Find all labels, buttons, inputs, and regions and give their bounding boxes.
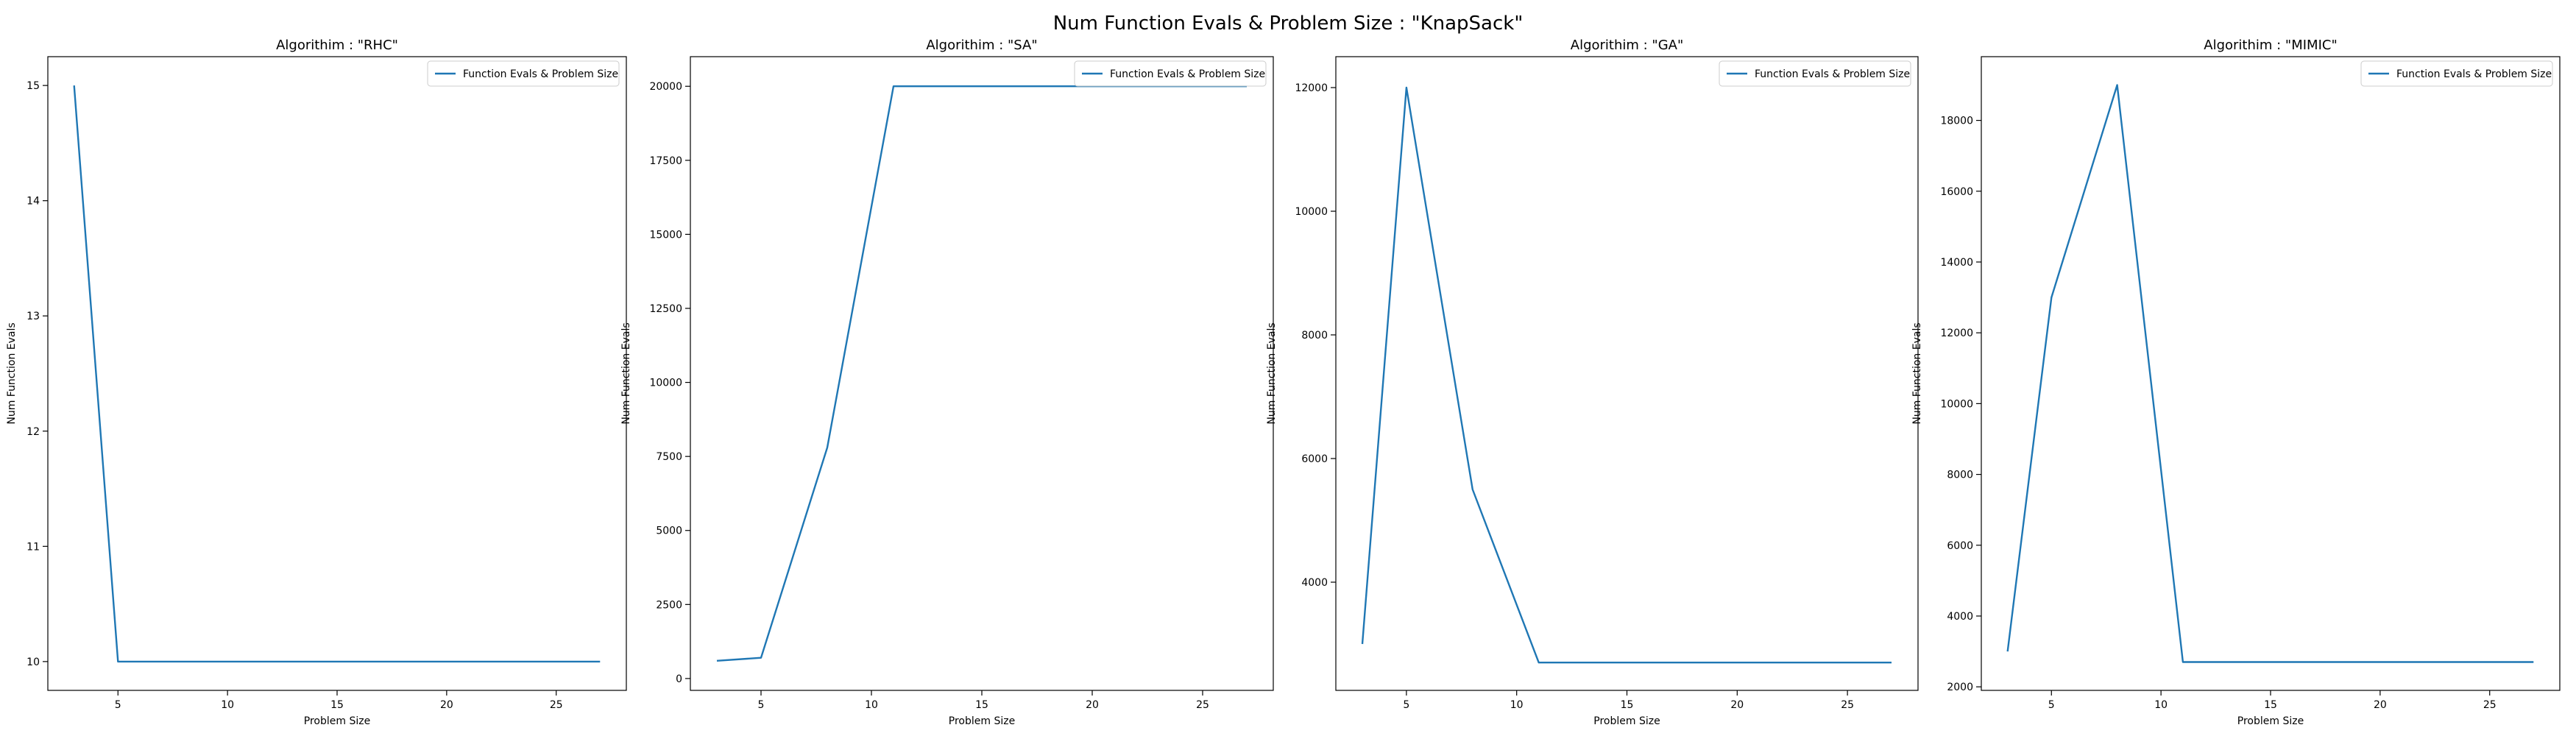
- x-axis-label: Problem Size: [1593, 715, 1660, 727]
- y-tick-label: 6000: [1301, 453, 1328, 465]
- y-tick-label: 8000: [1301, 330, 1328, 342]
- subplot-title: Algorithim : "MIMIC": [2204, 38, 2337, 53]
- y-tick-label: 12: [26, 426, 40, 438]
- y-tick-label: 7500: [656, 451, 682, 463]
- y-tick-label: 17500: [649, 155, 682, 167]
- y-axis-label: Num Function Evals: [1266, 322, 1278, 424]
- x-tick-label: 5: [2048, 699, 2055, 711]
- y-tick-label: 15000: [649, 229, 682, 241]
- series-line: [2006, 84, 2534, 663]
- y-tick-label: 12000: [1295, 82, 1328, 94]
- legend-label: Function Evals & Problem Size: [2396, 68, 2552, 80]
- y-tick-label: 11: [26, 541, 40, 553]
- x-tick-label: 20: [1730, 699, 1744, 711]
- plot-frame: [690, 56, 1274, 691]
- y-tick-label: 10000: [1940, 398, 1973, 410]
- y-tick-label: 8000: [1947, 470, 1973, 481]
- subplot-2: Algorithim : "SA" 5 10 15 20 25 0 2500 5000 7500 1…: [620, 38, 1274, 727]
- y-tick-label: 10000: [649, 378, 682, 389]
- subplot-grid: Algorithim : "RHC" 5 10 15 20 25 10 11 12 13 14 15 P…: [6, 38, 2561, 727]
- y-tick-label: 2000: [1947, 682, 1973, 693]
- series-line: [716, 85, 1247, 662]
- x-tick-label: 10: [221, 699, 234, 711]
- x-tick-label: 5: [1403, 699, 1409, 711]
- y-tick-label: 18000: [1940, 116, 1973, 127]
- y-tick-label: 12500: [649, 303, 682, 315]
- series-line: [1361, 86, 1892, 664]
- x-tick-label: 5: [758, 699, 765, 711]
- x-tick-label: 10: [2154, 699, 2168, 711]
- legend-label: Function Evals & Problem Size: [463, 68, 618, 80]
- subplot-title: Algorithim : "SA": [926, 38, 1037, 53]
- x-tick-label: 25: [550, 699, 563, 711]
- x-axis-label: Problem Size: [949, 715, 1015, 727]
- x-tick-label: 20: [2374, 699, 2387, 711]
- y-tick-label: 2500: [656, 599, 682, 611]
- figure-title: Num Function Evals & Problem Size : "Kna…: [1053, 13, 1524, 35]
- x-tick-label: 20: [440, 699, 453, 711]
- y-tick-label: 16000: [1940, 186, 1973, 198]
- y-tick-label: 5000: [656, 526, 682, 537]
- x-tick-label: 25: [1841, 699, 1854, 711]
- plot-frame: [47, 56, 627, 691]
- y-tick-label: 10: [26, 657, 40, 668]
- y-tick-label: 4000: [1947, 611, 1973, 623]
- legend-label: Function Evals & Problem Size: [1110, 68, 1265, 80]
- x-tick-label: 20: [1086, 699, 1099, 711]
- x-axis-label: Problem Size: [304, 715, 370, 727]
- x-axis-label: Problem Size: [2237, 715, 2304, 727]
- y-tick-label: 6000: [1947, 540, 1973, 552]
- y-tick-label: 12000: [1940, 328, 1973, 339]
- legend-box: [427, 60, 620, 87]
- x-tick-label: 15: [330, 699, 344, 711]
- legend-box: [2360, 60, 2553, 87]
- x-tick-label: 25: [1196, 699, 1209, 711]
- y-tick-label: 20000: [649, 81, 682, 93]
- y-tick-label: 4000: [1301, 577, 1328, 589]
- x-tick-label: 15: [975, 699, 988, 711]
- legend-box: [1074, 60, 1267, 87]
- subplot-4: Algorithim : "MIMIC" 5 10 15 20 25 2000 4000 600…: [1911, 38, 2561, 727]
- subplot-1: Algorithim : "RHC" 5 10 15 20 25 10 11 12 13 14 15 P…: [6, 38, 627, 727]
- legend-box: [1719, 60, 1911, 87]
- subplot-title: Algorithim : "GA": [1571, 38, 1683, 53]
- series-line: [73, 85, 601, 663]
- x-tick-label: 25: [2483, 699, 2497, 711]
- x-tick-label: 15: [1621, 699, 1634, 711]
- x-tick-label: 10: [1510, 699, 1524, 711]
- plot-frame: [1335, 56, 1919, 691]
- y-axis-label: Num Function Evals: [1911, 322, 1923, 424]
- y-tick-label: 10000: [1295, 206, 1328, 218]
- y-tick-label: 15: [26, 80, 40, 92]
- x-tick-label: 10: [865, 699, 878, 711]
- subplot-title: Algorithim : "RHC": [276, 38, 398, 53]
- y-axis-label: Num Function Evals: [620, 322, 632, 424]
- y-tick-label: 14: [26, 196, 40, 208]
- subplot-3: Algorithim : "GA" 5 10 15 20 25 4000 6000 8000 10…: [1266, 38, 1919, 727]
- x-tick-label: 5: [115, 699, 121, 711]
- x-tick-label: 15: [2264, 699, 2277, 711]
- legend-label: Function Evals & Problem Size: [1755, 68, 1910, 80]
- y-tick-label: 14000: [1940, 257, 1973, 269]
- y-tick-label: 0: [676, 673, 682, 685]
- y-tick-label: 13: [26, 311, 40, 322]
- plot-frame: [1981, 56, 2561, 691]
- y-axis-label: Num Function Evals: [6, 322, 18, 424]
